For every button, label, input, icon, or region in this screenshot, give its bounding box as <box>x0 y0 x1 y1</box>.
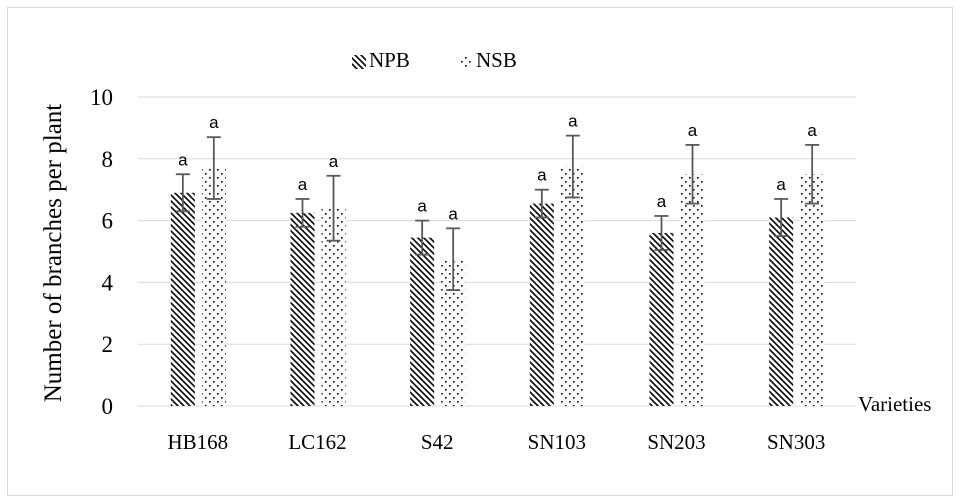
significance-label: a <box>537 166 547 185</box>
legend-swatch-nsb <box>459 55 473 69</box>
x-tick-label: HB168 <box>167 430 228 454</box>
bars: a a a a a a a a a a a a <box>170 112 825 406</box>
legend: NPB NSB <box>352 48 517 72</box>
bar-npb-s42 <box>410 237 435 406</box>
bar-nsb-sn103 <box>560 166 585 406</box>
significance-label: a <box>298 175 308 194</box>
bar-npb-sn203 <box>649 232 674 406</box>
chart-frame: 0 2 4 6 8 10 a a a a a a a a a a a a HB168 LC162 S42 SN103 S… <box>7 7 953 496</box>
bar-npb-sn103 <box>529 203 554 406</box>
y-tick-label: 2 <box>102 332 114 357</box>
bar-npb-lc162 <box>290 212 315 406</box>
significance-label: a <box>688 121 698 140</box>
legend-label-nsb: NSB <box>476 48 517 72</box>
y-tick-label: 4 <box>102 270 114 295</box>
significance-label: a <box>329 152 339 171</box>
y-tick-label: 10 <box>90 85 113 110</box>
x-axis-label: Varieties <box>858 392 931 416</box>
significance-label: a <box>209 113 219 132</box>
bar-npb-hb168 <box>170 192 195 406</box>
significance-label: a <box>776 175 786 194</box>
significance-label: a <box>417 197 427 216</box>
x-tick-labels: HB168 LC162 S42 SN103 SN203 SN303 <box>167 430 825 454</box>
significance-label: a <box>178 150 188 169</box>
y-tick-label: 6 <box>102 209 114 234</box>
bar-chart: 0 2 4 6 8 10 a a a a a a a a a a a a HB168 LC162 S42 SN103 S… <box>40 48 931 454</box>
bar-npb-sn303 <box>769 217 794 406</box>
x-tick-label: SN303 <box>767 430 825 454</box>
significance-label: a <box>657 192 667 211</box>
bar-nsb-sn303 <box>800 174 825 406</box>
y-tick-label: 0 <box>102 394 114 419</box>
x-tick-label: SN103 <box>528 430 586 454</box>
legend-item-nsb: NSB <box>459 48 517 72</box>
y-tick-labels: 0 2 4 6 8 10 <box>90 85 114 419</box>
y-tick-label: 8 <box>102 147 114 172</box>
significance-label: a <box>807 121 817 140</box>
legend-label-npb: NPB <box>369 48 410 72</box>
x-tick-label: LC162 <box>288 430 346 454</box>
x-tick-label: S42 <box>421 430 454 454</box>
gridlines <box>138 96 856 407</box>
legend-swatch-npb <box>352 55 366 69</box>
bar-nsb-sn203 <box>680 174 705 406</box>
x-tick-label: SN203 <box>647 430 705 454</box>
significance-label: a <box>448 204 458 223</box>
significance-label: a <box>568 112 578 131</box>
bar-nsb-hb168 <box>201 168 226 406</box>
legend-item-npb: NPB <box>352 48 410 72</box>
y-axis-label: Number of branches per plant <box>40 104 67 403</box>
